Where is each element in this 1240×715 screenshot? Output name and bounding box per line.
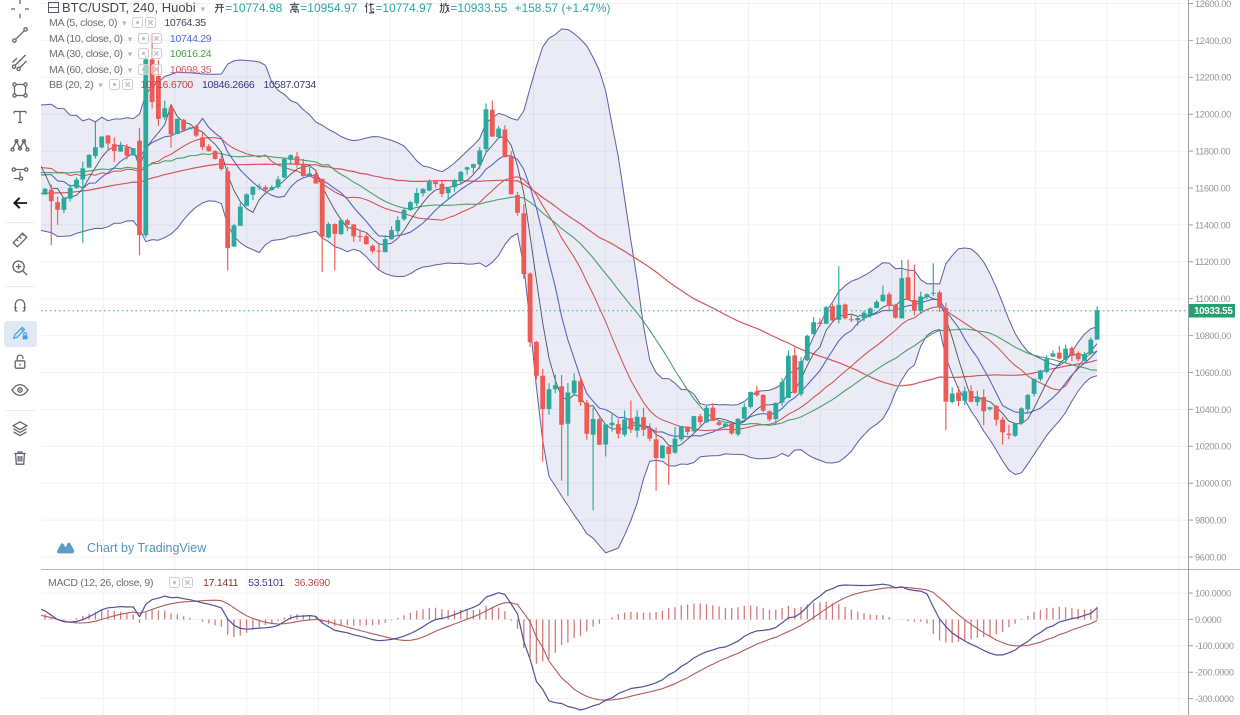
- svg-text:12400.00: 12400.00: [1195, 36, 1231, 46]
- svg-text:0.0000: 0.0000: [1195, 615, 1221, 625]
- svg-text:11600.00: 11600.00: [1195, 183, 1230, 193]
- svg-text:10000.00: 10000.00: [1195, 479, 1231, 489]
- svg-text:-300.0000: -300.0000: [1195, 694, 1234, 704]
- svg-text:-100.0000: -100.0000: [1195, 641, 1234, 651]
- svg-text:10600.00: 10600.00: [1195, 368, 1231, 378]
- svg-text:11200.00: 11200.00: [1195, 257, 1230, 267]
- svg-text:10933.55: 10933.55: [1194, 306, 1233, 317]
- svg-text:-200.0000: -200.0000: [1195, 668, 1234, 678]
- svg-text:11400.00: 11400.00: [1195, 220, 1230, 230]
- svg-text:11800.00: 11800.00: [1195, 147, 1230, 157]
- svg-text:12600.00: 12600.00: [1195, 0, 1231, 9]
- svg-text:12200.00: 12200.00: [1195, 73, 1231, 83]
- svg-text:10800.00: 10800.00: [1195, 331, 1231, 341]
- svg-text:100.0000: 100.0000: [1195, 588, 1231, 598]
- svg-text:10200.00: 10200.00: [1195, 442, 1231, 452]
- svg-text:10400.00: 10400.00: [1195, 405, 1231, 415]
- svg-text:9600.00: 9600.00: [1195, 552, 1226, 562]
- svg-text:9800.00: 9800.00: [1195, 516, 1226, 526]
- svg-text:11000.00: 11000.00: [1195, 294, 1230, 304]
- svg-text:12000.00: 12000.00: [1195, 110, 1231, 120]
